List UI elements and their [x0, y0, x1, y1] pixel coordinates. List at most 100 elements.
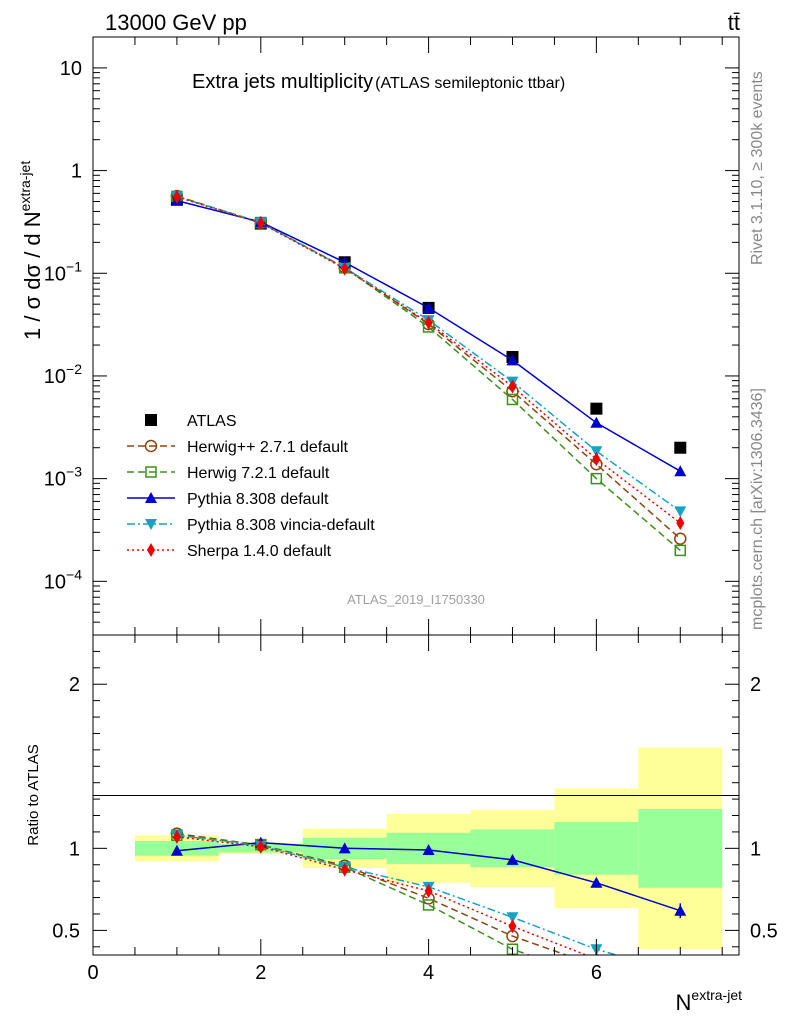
x-tick-label: 0 [87, 962, 98, 984]
legend-label-herwig7: Herwig 7.2.1 default [187, 465, 330, 482]
point-ATLAS-7 [674, 441, 687, 454]
point-pythia-6 [590, 416, 603, 428]
y-tick-label-exp: −2 [66, 361, 82, 377]
y-tick-label-exp: −1 [66, 258, 82, 274]
point-herwig7-7 [674, 544, 687, 557]
ratio-y-ticks: 0.5 0.5 1 1 2 2 [52, 650, 778, 948]
y-tick-label-base: 10 [44, 571, 66, 593]
series-line-pythia [176, 199, 681, 472]
point-pythia-7 [674, 465, 687, 477]
ratio-point-pythia-4 [422, 843, 435, 855]
y-tick-label: 1 [71, 161, 82, 183]
legend-marker-herwig7 [145, 466, 157, 478]
point-herwig7-5 [506, 393, 519, 406]
main-x-ticks [92, 37, 723, 635]
main-panel-curves [170, 189, 687, 557]
x-tick-label: 2 [255, 962, 266, 984]
y-tick-label: 10 [60, 58, 82, 80]
y-tick-label: 10−3 [44, 464, 82, 491]
x-tick-label: 6 [591, 962, 602, 984]
ratio-y-tick-label-right: 2 [750, 674, 761, 696]
rivet-label: Rivet 3.1.10, ≥ 300k events [749, 71, 766, 265]
ratio-point-vincia-5 [506, 912, 519, 924]
ratio-point-sherpa-4 [424, 884, 433, 898]
y-tick-label-base: 10 [44, 366, 66, 388]
y-tick-label: 10−2 [44, 361, 82, 388]
x-axis-label: Nextra-jet [676, 987, 743, 1015]
point-sherpa-4 [424, 315, 433, 330]
point-sherpa-7 [676, 515, 685, 530]
y-tick-label-exp: −3 [66, 464, 82, 480]
chart-title: Extra jets multiplicity (ATLAS semilepton… [192, 71, 565, 93]
legend-marker-vincia [145, 519, 157, 530]
ratio-panel-frame [92, 634, 740, 956]
legend-marker-ATLAS [145, 414, 157, 426]
series-line-herwig7 [176, 195, 681, 551]
x-tick-label: 4 [423, 962, 434, 984]
ratio-point-pythia-3 [338, 842, 351, 854]
legend-item-pythia: Pythia 8.308 default [127, 491, 329, 508]
legend: ATLAS Herwig++ 2.7.1 default Herwig 7.2.1 … [127, 413, 375, 560]
legend-item-sherpa: Sherpa 1.4.0 default [127, 543, 332, 560]
x-label-sup: extra-jet [691, 987, 742, 1003]
series-line-herwigpp [176, 195, 681, 540]
main-y-axis-label: 1 / σ dσ / d Nextra-jet [17, 161, 45, 340]
ratio-panel-curves [170, 827, 687, 955]
process-label: tt̄ [728, 10, 740, 35]
point-ATLAS-6 [590, 402, 603, 415]
legend-item-vincia: Pythia 8.308 vincia-default [127, 517, 375, 534]
legend-label-sherpa: Sherpa 1.4.0 default [187, 543, 332, 560]
chart-subtitle: (ATLAS semileptonic ttbar) [375, 75, 565, 92]
point-sherpa-5 [508, 379, 517, 394]
legend-label-vincia: Pythia 8.308 vincia-default [187, 517, 375, 534]
ratio-y-tick-label-left: 2 [69, 674, 80, 696]
point-herwig7-6 [590, 472, 603, 485]
ratio-y-tick-label-right: 1 [750, 838, 761, 860]
legend-item-ATLAS: ATLAS [145, 413, 237, 430]
main-y-label-text: 1 / σ dσ / d N [20, 211, 45, 340]
chart-title-main: Extra jets multiplicity [192, 71, 373, 93]
band-inner-6 [638, 808, 723, 888]
y-tick-label-exp: −4 [66, 566, 82, 582]
ratio-point-herwig7-4 [422, 899, 435, 911]
band-inner-5 [554, 822, 639, 875]
ratio-y-tick-label-left: 1 [69, 838, 80, 860]
legend-marker-pythia [145, 492, 157, 503]
point-herwigpp-7 [674, 532, 687, 545]
point-sherpa-1 [172, 189, 181, 204]
legend-marker-sherpa [147, 543, 155, 557]
ratio-y-axis-label: Ratio to ATLAS [25, 744, 42, 845]
y-tick-label-base: 10 [44, 469, 66, 491]
ratio-y-tick-label-right: 0.5 [750, 920, 778, 942]
point-vincia-6 [590, 446, 603, 458]
point-sherpa-2 [256, 216, 265, 231]
point-sherpa-6 [592, 452, 601, 467]
point-pythia-4 [422, 301, 435, 313]
ratio-point-sherpa-3 [340, 862, 349, 877]
x-label-text: N [676, 990, 692, 1015]
ratio-point-sherpa-5 [508, 919, 517, 934]
ratio-y-tick-label-left: 0.5 [52, 920, 80, 942]
y-tick-label: 10−4 [44, 566, 82, 593]
point-pythia-5 [506, 354, 519, 366]
legend-item-herwigpp: Herwig++ 2.7.1 default [127, 439, 349, 456]
ratio-point-sherpa-2 [256, 839, 265, 854]
energy-label: 13000 GeV pp [105, 10, 247, 35]
mcplots-label: mcplots.cern.ch [arXiv:1306.3436] [749, 388, 766, 630]
legend-label-pythia: Pythia 8.308 default [187, 491, 329, 508]
legend-item-herwig7: Herwig 7.2.1 default [127, 465, 330, 482]
legend-label-herwigpp: Herwig++ 2.7.1 default [187, 439, 349, 456]
legend-label-ATLAS: ATLAS [187, 413, 237, 430]
ratio-point-pythia-1 [170, 844, 183, 856]
point-vincia-7 [674, 506, 687, 518]
y-tick-label: 10−1 [44, 258, 82, 285]
ratio-x-ticks: 0 2 4 6 [87, 635, 723, 984]
point-sherpa-3 [340, 261, 349, 276]
y-tick-label-base: 10 [44, 263, 66, 285]
legend-marker-herwigpp [144, 439, 158, 453]
main-y-label-sup: extra-jet [17, 161, 33, 212]
ratio-point-sherpa-1 [172, 829, 181, 844]
analysis-watermark: ATLAS_2019_I1750330 [347, 592, 485, 607]
